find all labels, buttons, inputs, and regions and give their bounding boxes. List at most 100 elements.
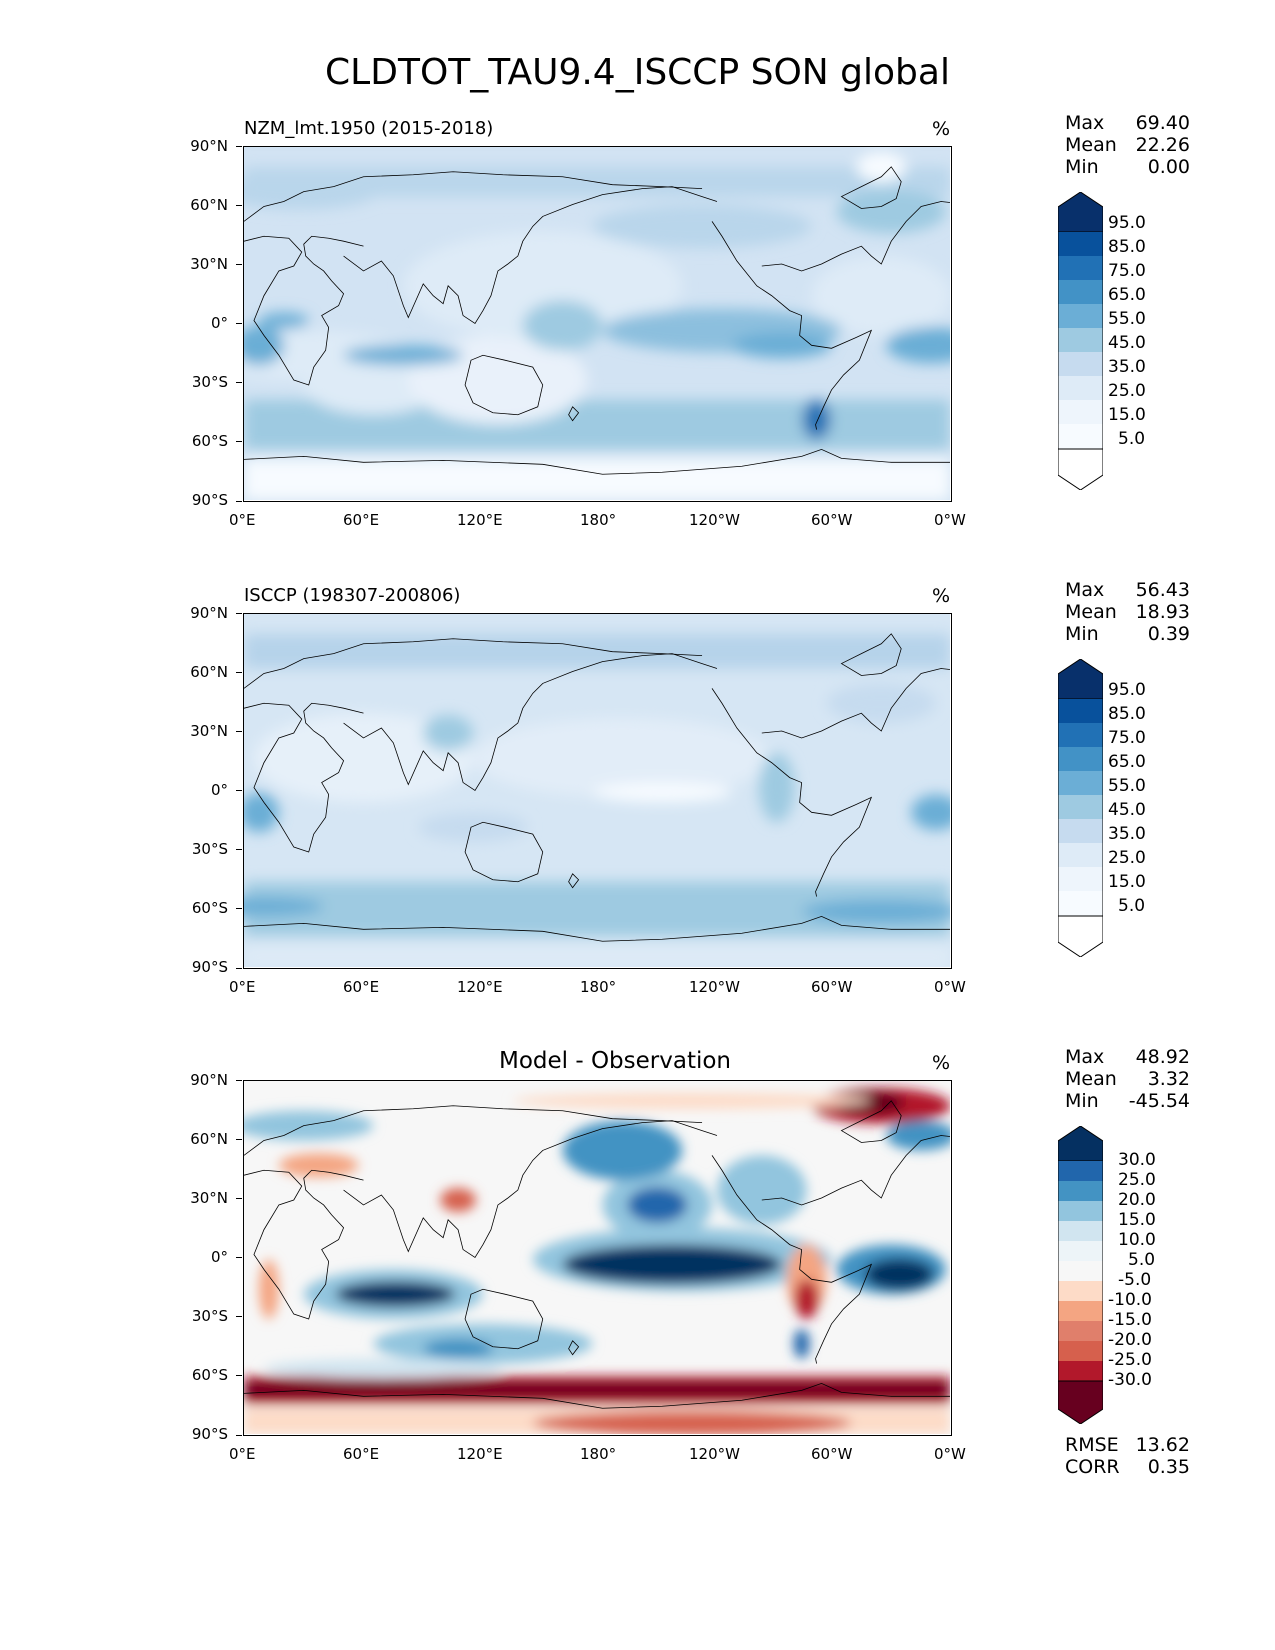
- stat-corr-value: 0.35: [1147, 1456, 1190, 1478]
- lat-tick-label: 90°S: [191, 958, 228, 976]
- colorbar-tick-label: 15.0: [1108, 872, 1146, 892]
- lon-tick-label: 120°W: [689, 511, 740, 529]
- lat-tick-label: 60°S: [191, 1366, 228, 1384]
- colorbar-tick-label: 65.0: [1108, 752, 1146, 772]
- colorbar-tick-label: 55.0: [1108, 776, 1146, 796]
- colorbar-model-graphic: [1057, 191, 1104, 491]
- colorbar-tick-label: 15.0: [1118, 1210, 1156, 1230]
- lat-tick-label: 30°N: [190, 722, 228, 740]
- colorbar-tick-label: 45.0: [1108, 333, 1146, 353]
- map-obs: [243, 613, 952, 969]
- colorbar-tick-label: 5.0: [1118, 429, 1146, 449]
- lon-tick-label: 0°W: [934, 511, 966, 529]
- panel-title-diff: Model - Observation: [498, 1048, 732, 1074]
- lat-ticks-diff: 90°N 60°N 30°N 0° 30°S 60°S 90°S: [180, 1071, 242, 1443]
- colorbar-tick-label: 5.0: [1118, 896, 1146, 916]
- lat-ticks-model: 90°N 60°N 30°N 0° 30°S 60°S 90°S: [180, 137, 242, 509]
- stat-max-value: 56.43: [1135, 579, 1190, 601]
- colorbar-tick-label: 75.0: [1108, 261, 1146, 281]
- colorbar-tick-label: -30.0: [1108, 1370, 1152, 1390]
- lat-tick-label: 30°S: [191, 840, 228, 858]
- colorbar-tick-label: 35.0: [1108, 824, 1146, 844]
- lon-tick-label: 120°E: [457, 978, 503, 996]
- stat-max-label: Max: [1065, 112, 1105, 134]
- lat-tick-label: 60°N: [190, 663, 228, 681]
- lon-tick-label: 120°W: [689, 978, 740, 996]
- stat-min-value: 0.00: [1147, 156, 1190, 178]
- stat-mean-label: Mean: [1065, 601, 1117, 623]
- colorbar-model: [1057, 191, 1104, 491]
- stat-min-label: Min: [1065, 623, 1099, 645]
- lon-ticks-diff: 0°E 60°E 120°E 180° 120°W 60°W 0°W: [229, 1436, 966, 1466]
- units-label-obs: %: [932, 585, 951, 607]
- lat-tick-label: 30°S: [191, 1307, 228, 1325]
- map-diff: [243, 1080, 952, 1436]
- colorbar-tick-label: -20.0: [1108, 1330, 1152, 1350]
- stat-min-value: -45.54: [1128, 1090, 1190, 1112]
- lon-tick-label: 120°E: [457, 1445, 503, 1463]
- colorbar-obs-graphic: [1057, 658, 1104, 958]
- stat-min-label: Min: [1065, 1090, 1099, 1112]
- lat-tick-label: 0°: [210, 1248, 228, 1266]
- lon-tick-label: 60°W: [811, 1445, 853, 1463]
- colorbar-tick-label: 10.0: [1118, 1230, 1156, 1250]
- lat-tick-label: 60°S: [191, 899, 228, 917]
- stat-rmse-value: 13.62: [1135, 1434, 1190, 1456]
- colorbar-tick-label: 25.0: [1108, 848, 1146, 868]
- lat-tick-label: 0°: [210, 314, 228, 332]
- stat-mean-label: Mean: [1065, 134, 1117, 156]
- lon-tick-label: 60°E: [343, 1445, 380, 1463]
- stat-min-label: Min: [1065, 156, 1099, 178]
- colorbar-tick-label: 20.0: [1118, 1190, 1156, 1210]
- lat-tick-label: 90°N: [190, 1071, 228, 1089]
- model-field: [244, 147, 950, 500]
- stat-mean-value: 18.93: [1135, 601, 1190, 623]
- diff-field: [244, 1081, 950, 1434]
- map-model: [243, 146, 952, 502]
- stat-max-value: 69.40: [1135, 112, 1190, 134]
- lat-tick-label: 30°N: [190, 255, 228, 273]
- stat-rmse-label: RMSE: [1065, 1434, 1119, 1456]
- colorbar-tick-label: 85.0: [1108, 704, 1146, 724]
- stat-min-value: 0.39: [1147, 623, 1190, 645]
- colorbar-tick-label: 15.0: [1108, 405, 1146, 425]
- units-label-model: %: [932, 118, 951, 140]
- lat-tick-label: 60°N: [190, 196, 228, 214]
- stat-mean-label: Mean: [1065, 1068, 1117, 1090]
- panel-title-obs: ISCCP (198307-200806): [244, 585, 461, 606]
- lon-tick-label: 0°E: [229, 511, 256, 529]
- lon-tick-label: 0°W: [934, 978, 966, 996]
- stat-mean-value: 22.26: [1135, 134, 1190, 156]
- coastlines: [244, 166, 950, 475]
- lon-tick-label: 60°W: [811, 511, 853, 529]
- panel-title-model: NZM_lmt.1950 (2015-2018): [244, 118, 494, 139]
- lat-tick-label: 90°N: [190, 604, 228, 622]
- lon-tick-label: 60°E: [343, 511, 380, 529]
- lat-tick-label: 30°N: [190, 1189, 228, 1207]
- lon-tick-label: 180°: [580, 1445, 617, 1463]
- colorbar-tick-label: 95.0: [1108, 213, 1146, 233]
- lat-tick-label: 30°S: [191, 373, 228, 391]
- coastlines: [244, 1100, 950, 1409]
- colorbar-tick-label: -10.0: [1108, 1290, 1152, 1310]
- colorbar-tick-label: 25.0: [1108, 381, 1146, 401]
- lon-tick-label: 120°W: [689, 1445, 740, 1463]
- units-label-diff: %: [932, 1052, 951, 1074]
- colorbar-obs: [1057, 658, 1104, 958]
- lat-tick-label: 90°N: [190, 137, 228, 155]
- obs-field: [244, 614, 950, 967]
- colorbar-tick-label: -15.0: [1108, 1310, 1152, 1330]
- colorbar-tick-label: 5.0: [1128, 1250, 1156, 1270]
- lat-tick-label: 0°: [210, 781, 228, 799]
- lon-tick-label: 120°E: [457, 511, 503, 529]
- stat-corr-label: CORR: [1065, 1456, 1120, 1478]
- lat-tick-label: 60°N: [190, 1130, 228, 1148]
- colorbar-tick-label: -25.0: [1108, 1350, 1152, 1370]
- colorbar-tick-label: 65.0: [1108, 285, 1146, 305]
- lon-ticks-obs: 0°E 60°E 120°E 180° 120°W 60°W 0°W: [229, 969, 966, 999]
- lon-ticks-model: 0°E 60°E 120°E 180° 120°W 60°W 0°W: [229, 502, 966, 532]
- lon-tick-label: 0°W: [934, 1445, 966, 1463]
- colorbar-tick-label: 30.0: [1118, 1150, 1156, 1170]
- stat-max-label: Max: [1065, 1046, 1105, 1068]
- colorbar-tick-label: 25.0: [1118, 1170, 1156, 1190]
